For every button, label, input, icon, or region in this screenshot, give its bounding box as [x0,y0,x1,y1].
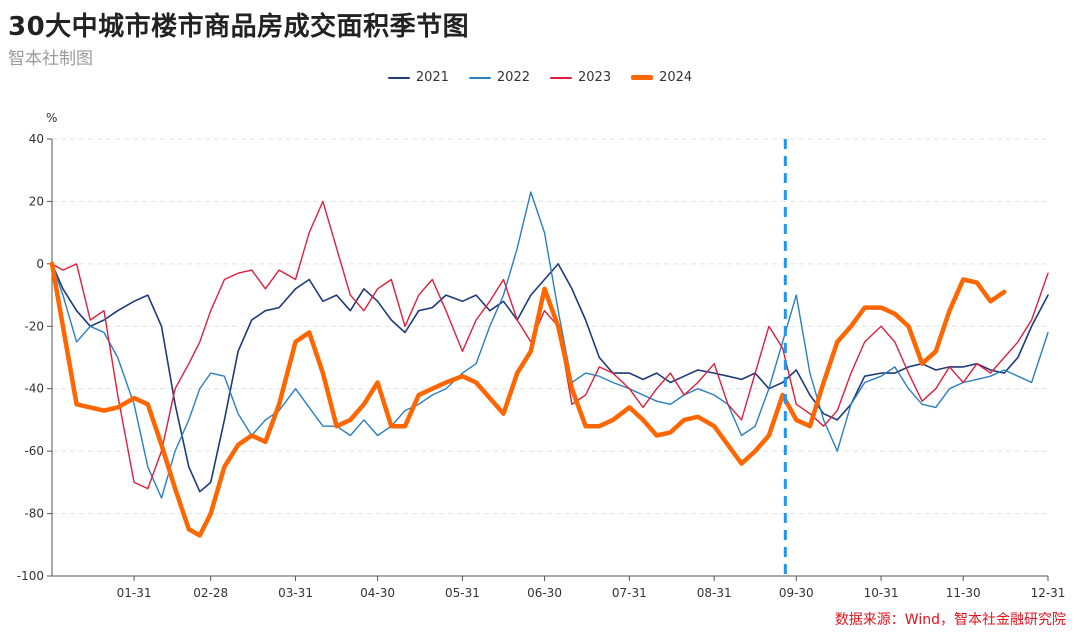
y-axis-unit: % [46,111,57,125]
series-line-2024 [49,261,1007,538]
legend-label: 2021 [415,70,449,85]
y-tick-label: -40 [24,382,44,396]
chart-subtitle: 智本社制图 [8,49,93,69]
x-tick-label: 11-30 [946,586,981,600]
legend-swatch [550,76,572,79]
legend-swatch [631,75,654,80]
legend-label: 2024 [659,70,693,85]
y-tick-label: 0 [36,257,44,271]
legend-item-2022: 2022 [468,70,530,85]
x-tick-label: 08-31 [697,586,732,600]
legend-swatch [468,76,491,79]
legend-label: 2023 [578,70,612,85]
x-tick-label: 05-31 [445,586,480,600]
series-line-2023 [51,200,1049,490]
series-line-2021 [51,263,1049,493]
x-tick-label: 10-31 [864,586,899,600]
x-tick-label: 03-31 [278,586,313,600]
legend-item-2021: 2021 [387,70,449,85]
x-tick-label: 09-30 [779,586,814,600]
legend-label: 2022 [496,70,530,85]
legend: 2021 2022 2023 2024 [0,70,1080,85]
x-tick-label: 04-30 [360,586,395,600]
y-tick-label: -20 [24,319,44,333]
series-line-2022 [51,191,1049,499]
y-tick-label: -100 [17,569,44,583]
x-tick-label: 07-31 [612,586,647,600]
x-tick-label: 06-30 [527,586,562,600]
y-tick-label: 20 [29,194,44,208]
y-tick-label: 40 [29,132,44,146]
legend-item-2023: 2023 [550,70,611,85]
x-tick-label: 02-28 [193,586,228,600]
x-tick-label: 01-31 [117,586,152,600]
chart-title: 30大中城市楼市商品房成交面积季节图 [8,12,470,42]
y-tick-label: -80 [24,507,44,521]
legend-item-2024: 2024 [631,70,692,85]
y-tick-label: -60 [24,444,44,458]
legend-swatch [387,76,410,79]
x-tick-label: 12-31 [1031,586,1066,600]
data-source: 数据来源：Wind，智本社金融研究院 [834,612,1066,628]
